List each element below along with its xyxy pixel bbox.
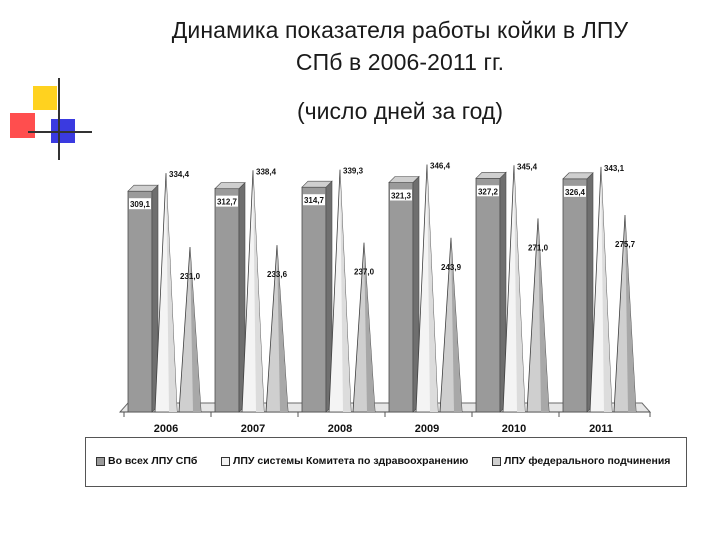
x-tick-label: 2011 bbox=[589, 423, 613, 435]
data-label-bg-series-1 bbox=[129, 198, 151, 210]
bar-series-1 bbox=[475, 177, 501, 413]
cone-series-2-shade bbox=[427, 164, 438, 412]
bar-series-1-top bbox=[562, 172, 594, 180]
data-label-bg-series-1 bbox=[216, 195, 238, 207]
cone-series-2-shade bbox=[253, 170, 264, 412]
x-tick-label: 2007 bbox=[241, 423, 265, 435]
cone-series-3-shade bbox=[190, 246, 201, 412]
legend-item-series-1: Во всех ЛПУ СПб bbox=[96, 455, 197, 467]
legend-label-series-1: Во всех ЛПУ СПб bbox=[108, 455, 198, 467]
data-label-series-3: 237,0 bbox=[354, 268, 375, 277]
bar-series-1 bbox=[301, 186, 327, 413]
data-label-bg-series-1 bbox=[477, 185, 499, 197]
bar-series-1 bbox=[127, 190, 153, 413]
x-tick-label: 2009 bbox=[415, 423, 439, 435]
chart-subtitle: (число дней за год) bbox=[297, 98, 503, 124]
cone-series-3-shade bbox=[451, 237, 462, 412]
legend-swatch-series-1 bbox=[96, 456, 105, 466]
x-tick-label: 2006 bbox=[154, 423, 178, 435]
logo-yellow-square bbox=[33, 86, 57, 110]
bar-series-1-top bbox=[127, 184, 159, 192]
bar-series-1-top bbox=[388, 176, 420, 183]
cone-series-3-shade bbox=[364, 242, 375, 412]
data-label-series-2: 339,3 bbox=[343, 167, 364, 176]
legend-item-series-3: ЛПУ федерального подчинения bbox=[492, 455, 670, 467]
bar-series-1-top bbox=[214, 182, 246, 189]
bar-series-1 bbox=[562, 178, 588, 413]
data-label-series-1: 326,4 bbox=[565, 188, 586, 197]
cone-series-2-shade bbox=[601, 166, 612, 412]
legend: Во всех ЛПУ СПб ЛПУ системы Комитета по … bbox=[85, 437, 687, 487]
legend-label-series-3: ЛПУ федерального подчинения bbox=[504, 455, 671, 467]
data-label-series-2: 343,1 bbox=[604, 164, 625, 173]
bar-series-1 bbox=[388, 182, 414, 413]
data-label-bg-series-1 bbox=[303, 194, 325, 206]
data-label-series-1: 314,7 bbox=[304, 196, 325, 205]
chart-title-line-1: Динамика показателя работы койки в ЛПУ bbox=[171, 17, 629, 43]
legend-swatch-series-2 bbox=[221, 456, 230, 466]
bar-series-1-top bbox=[475, 171, 507, 179]
cone-series-3-shade bbox=[277, 245, 288, 412]
data-label-series-1: 327,2 bbox=[478, 187, 499, 196]
cone-series-3-shade bbox=[625, 215, 636, 412]
data-label-series-3: 275,7 bbox=[615, 240, 636, 249]
data-label-series-2: 334,4 bbox=[169, 170, 190, 179]
bar-series-1-top bbox=[301, 180, 333, 188]
logo-vertical-line bbox=[58, 78, 60, 160]
cone-series-2-shade bbox=[166, 173, 177, 412]
chart-title: Динамика показателя работы койки в ЛПУ С… bbox=[100, 14, 700, 78]
data-label-bg-series-1 bbox=[564, 185, 586, 197]
legend-swatch-series-3 bbox=[492, 456, 501, 466]
data-label-series-3: 233,6 bbox=[267, 270, 288, 279]
cone-series-3-shade bbox=[538, 218, 549, 412]
logo-red-square bbox=[10, 113, 35, 138]
x-tick-label: 2008 bbox=[328, 423, 352, 435]
cone-series-2-shade bbox=[340, 169, 351, 412]
data-label-series-1: 321,3 bbox=[391, 191, 412, 200]
data-label-series-3: 271,0 bbox=[528, 243, 549, 252]
data-label-series-2: 338,4 bbox=[256, 167, 277, 176]
data-label-series-1: 312,7 bbox=[217, 198, 238, 207]
legend-label-series-2: ЛПУ системы Комитета по здравоохранению bbox=[233, 455, 469, 467]
data-label-series-2: 345,4 bbox=[517, 162, 538, 171]
chart-plot: 309,1 334,4 231,0 2006 312,7 338,4 233,6 2007 31… bbox=[118, 162, 652, 435]
x-tick-label: 2010 bbox=[502, 423, 526, 435]
chart-title-line-2: СПб в 2006-2011 гг. bbox=[295, 49, 505, 75]
decorative-logo bbox=[10, 78, 92, 160]
data-label-bg-series-1 bbox=[390, 189, 412, 201]
data-label-series-1: 309,1 bbox=[130, 200, 151, 209]
legend-item-series-2: ЛПУ системы Комитета по здравоохранению bbox=[221, 455, 468, 467]
cone-series-2-shade bbox=[514, 165, 525, 412]
data-label-series-3: 243,9 bbox=[441, 263, 462, 272]
bar-series-1 bbox=[214, 188, 240, 413]
data-label-series-2: 346,4 bbox=[430, 162, 451, 171]
data-label-series-3: 231,0 bbox=[180, 272, 201, 281]
